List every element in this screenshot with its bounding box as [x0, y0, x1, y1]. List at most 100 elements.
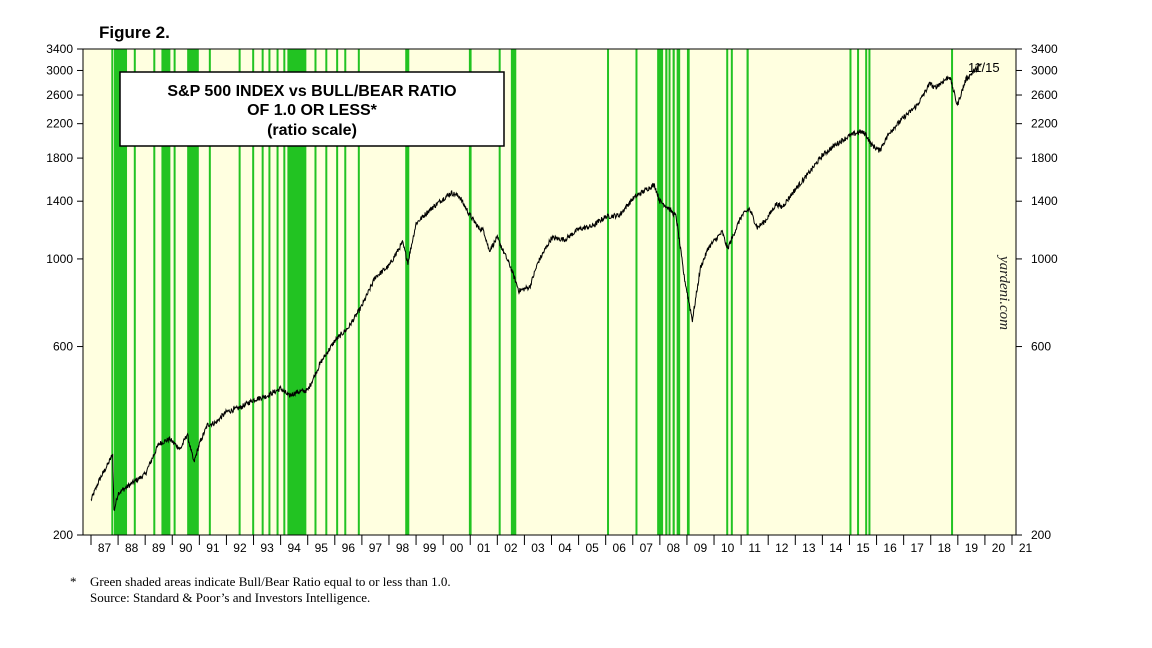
- shade-band-21: [468, 49, 472, 535]
- footnote-line-1: Green shaded areas indicate Bull/Bear Ra…: [90, 574, 451, 589]
- index-line-group: [90, 63, 983, 512]
- shade-band-22: [498, 49, 501, 535]
- shade-band-2: [133, 49, 136, 535]
- shade-band-9: [252, 49, 255, 535]
- x-axis: 87 88 89 90 91 92 93 94 95 96 97 98 99 00 01 02 03 04 05 06…: [90, 535, 1033, 555]
- y-tick-label-left: 2200: [46, 117, 73, 131]
- y-tick-label-right: 3000: [1031, 63, 1058, 77]
- y-tick-label-right: 2600: [1031, 88, 1058, 102]
- shade-band-36: [857, 49, 860, 535]
- x-tick-label: 02: [504, 541, 518, 555]
- shade-band-38: [868, 49, 871, 535]
- y-tick-label-left: 3400: [46, 42, 73, 56]
- shade-band-34: [746, 49, 749, 535]
- x-tick-label: 92: [233, 541, 247, 555]
- shade-band-26: [657, 49, 664, 535]
- y-tick-label-left: 600: [53, 340, 73, 354]
- shade-band-10: [261, 49, 264, 535]
- y-tick-label-left: 1400: [46, 194, 73, 208]
- x-tick-label: 12: [775, 541, 789, 555]
- x-tick-label: 07: [640, 541, 654, 555]
- shade-band-24: [607, 49, 610, 535]
- shade-band-32: [726, 49, 729, 535]
- shade-band-11: [268, 49, 271, 535]
- y-tick-label-right: 600: [1031, 340, 1051, 354]
- x-tick-label: 88: [125, 541, 139, 555]
- x-tick-label: 14: [829, 541, 843, 555]
- shade-band-14: [287, 49, 307, 535]
- shade-band-8: [238, 49, 241, 535]
- watermark: yardeni.com: [996, 254, 1012, 330]
- shade-band-23: [510, 49, 517, 535]
- last-date-label: 11/15: [968, 60, 1000, 75]
- shade-band-16: [325, 49, 328, 535]
- x-tick-label: 05: [585, 541, 599, 555]
- y-tick-label-left: 1800: [46, 151, 73, 165]
- x-tick-label: 89: [152, 541, 166, 555]
- bull-bear-shading: [111, 49, 954, 535]
- y-tick-label-right: 1400: [1031, 194, 1058, 208]
- plot-border: [82, 48, 1017, 536]
- shade-band-19: [357, 49, 360, 535]
- title-box: S&P 500 INDEX vs BULL/BEAR RATIO OF 1.0 …: [119, 71, 505, 147]
- shade-band-17: [336, 49, 339, 535]
- x-tick-label: 11: [748, 541, 761, 555]
- x-tick-label: 18: [938, 541, 952, 555]
- shade-band-20: [405, 49, 410, 535]
- y-tick-label-left: 1000: [46, 252, 73, 266]
- shade-band-12: [276, 49, 279, 535]
- shade-band-29: [672, 49, 675, 535]
- x-tick-label: 06: [613, 541, 627, 555]
- shade-band-0: [111, 49, 114, 535]
- x-tick-label: 13: [802, 541, 816, 555]
- y-tick-label-right: 1800: [1031, 151, 1058, 165]
- shade-band-18: [344, 49, 347, 535]
- x-tick-label: 08: [667, 541, 681, 555]
- y-tick-label-right: 200: [1031, 528, 1051, 542]
- shade-band-35: [849, 49, 852, 535]
- x-tick-label: 17: [911, 541, 925, 555]
- chart-title-line-3: (ratio scale): [267, 122, 357, 139]
- x-tick-label: 19: [965, 541, 979, 555]
- x-tick-label: 93: [260, 541, 274, 555]
- shade-band-13: [283, 49, 286, 535]
- x-tick-label: 04: [558, 541, 572, 555]
- x-tick-label: 90: [179, 541, 193, 555]
- y-tick-label-right: 3400: [1031, 42, 1058, 56]
- footnote-line-2: Source: Standard & Poor’s and Investors …: [90, 590, 370, 605]
- x-tick-label: 03: [531, 541, 545, 555]
- shade-band-6: [187, 49, 199, 535]
- shade-band-25: [635, 49, 638, 535]
- shade-band-31: [686, 49, 690, 535]
- y-tick-label-right: 1000: [1031, 252, 1058, 266]
- y-axis-left: 200 600 1000 1400 1800 2200 2600 3000 3400: [46, 42, 83, 542]
- x-tick-label: 20: [992, 541, 1006, 555]
- y-tick-label-left: 200: [53, 528, 73, 542]
- x-tick-label: 94: [287, 541, 301, 555]
- x-tick-label: 09: [694, 541, 708, 555]
- shade-band-33: [730, 49, 733, 535]
- shade-band-28: [668, 49, 671, 535]
- y-axis-right: 200 600 1000 1400 1800 2200 2600 3000 3400: [1016, 42, 1058, 542]
- shade-band-39: [951, 49, 954, 535]
- x-tick-label: 97: [369, 541, 383, 555]
- index-line: [90, 63, 983, 512]
- figure-label: Figure 2.: [99, 23, 170, 42]
- x-tick-label: 95: [315, 541, 329, 555]
- shade-band-5: [173, 49, 176, 535]
- y-tick-label-left: 2600: [46, 88, 73, 102]
- y-tick-label-left: 3000: [46, 63, 73, 77]
- shade-band-1: [114, 49, 128, 535]
- title-box-frame: [119, 71, 505, 147]
- x-tick-label: 91: [206, 541, 220, 555]
- x-tick-label: 15: [856, 541, 870, 555]
- chart-title-line-2: OF 1.0 OR LESS*: [247, 102, 378, 119]
- footnote-marker: *: [70, 574, 77, 589]
- shade-band-37: [865, 49, 868, 535]
- x-tick-label: 99: [423, 541, 437, 555]
- shade-band-3: [153, 49, 156, 535]
- x-tick-label: 16: [883, 541, 897, 555]
- x-tick-label: 21: [1019, 541, 1033, 555]
- x-tick-label: 96: [342, 541, 356, 555]
- x-tick-label: 01: [477, 541, 491, 555]
